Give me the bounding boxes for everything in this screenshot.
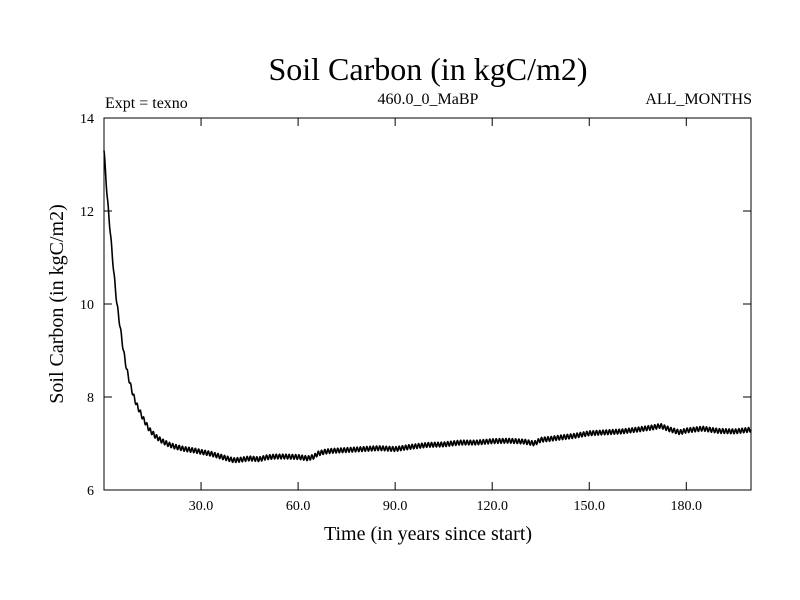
y-axis: 6 8 10 12 14 — [80, 112, 751, 499]
y-tick-label: 10 — [80, 298, 94, 313]
y-tick-label: 12 — [80, 205, 94, 220]
period-label: 460.0_0_MaBP — [378, 91, 479, 108]
x-tick-label: 120.0 — [476, 499, 508, 514]
y-tick-label: 14 — [80, 112, 94, 127]
chart-title: Soil Carbon (in kgC/m2) — [268, 51, 587, 87]
x-axis: 30.0 60.0 90.0 120.0 150.0 180.0 — [189, 118, 702, 514]
series-line-soil-carbon — [103, 150, 752, 464]
y-axis-label: Soil Carbon (in kgC/m2) — [46, 204, 68, 403]
x-tick-label: 150.0 — [574, 499, 606, 514]
plot-frame — [103, 117, 752, 491]
y-tick-label: 8 — [87, 391, 94, 406]
x-tick-label: 90.0 — [383, 499, 408, 514]
x-tick-label: 180.0 — [671, 499, 703, 514]
x-axis-label: Time (in years since start) — [324, 523, 532, 545]
y-tick-label: 6 — [87, 484, 94, 499]
x-tick-label: 30.0 — [189, 499, 214, 514]
experiment-label: Expt = texno — [105, 95, 188, 112]
months-label: ALL_MONTHS — [645, 91, 752, 108]
x-tick-label: 60.0 — [286, 499, 311, 514]
